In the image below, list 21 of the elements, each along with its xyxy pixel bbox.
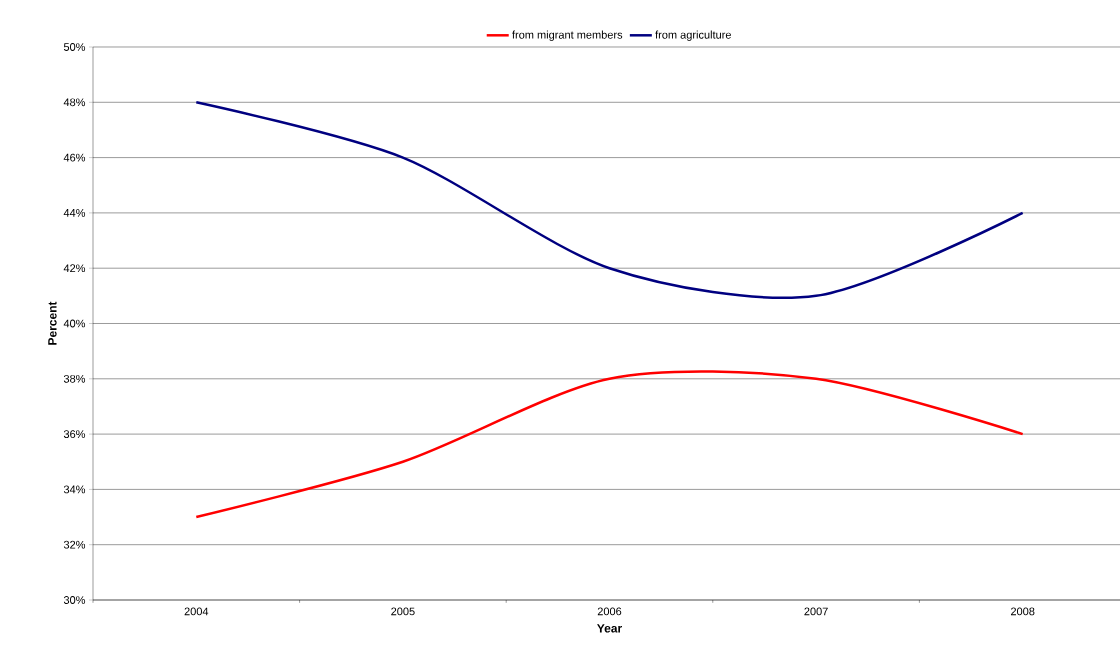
y-tick-label: 34%	[63, 485, 86, 494]
y-tick-label: 48%	[63, 98, 86, 107]
line-series	[195, 101, 1024, 299]
y-tick-label: 46%	[63, 153, 86, 162]
legend-label: from agriculture	[655, 30, 731, 41]
y-tick-label: 30%	[63, 596, 86, 604]
x-tick-label: 2004	[184, 607, 209, 616]
y-tick-label: 32%	[63, 540, 86, 549]
x-tick-label: 2008	[1010, 607, 1035, 616]
y-tick-label: 50%	[63, 43, 86, 51]
x-tick-label: 2006	[597, 607, 622, 616]
y-axis-title: Percent	[48, 301, 57, 345]
x-tick-label: 2005	[391, 607, 415, 616]
y-tick-label: 42%	[63, 264, 86, 273]
x-tick-label: 2007	[804, 607, 828, 616]
y-tick-label: 40%	[63, 319, 86, 328]
y-tick-label: 36%	[63, 430, 86, 438]
x-axis-title: Year	[597, 624, 622, 633]
legend-label: from migrant members	[512, 30, 623, 41]
y-tick-label: 38%	[63, 374, 86, 383]
y-tick-label: 44%	[63, 209, 86, 217]
